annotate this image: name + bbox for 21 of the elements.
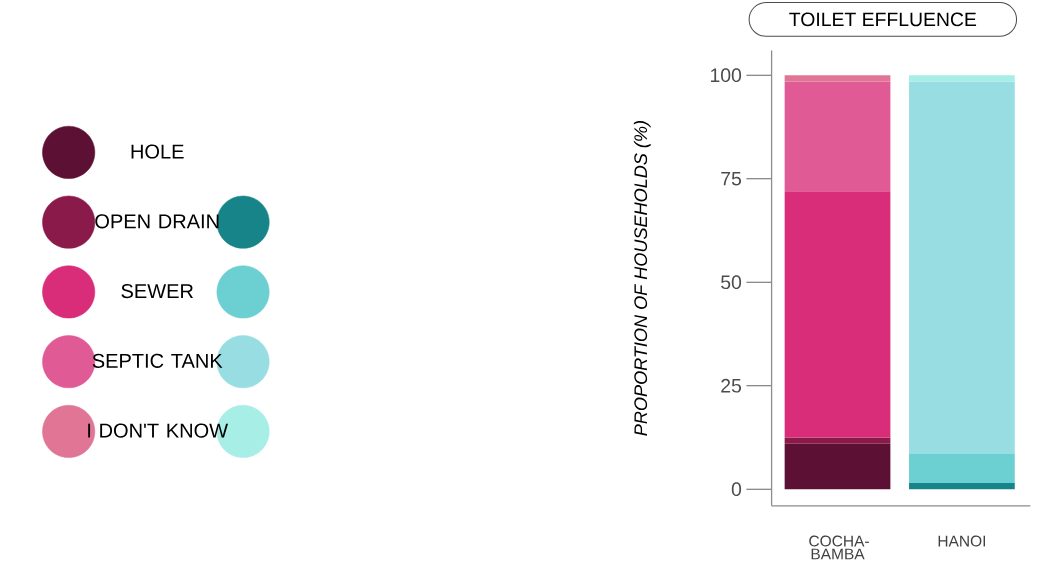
x-tick-label: HANOI xyxy=(938,535,986,547)
bar xyxy=(909,81,1015,455)
bar xyxy=(784,443,891,490)
y-tick-label: 0 xyxy=(731,482,742,497)
y-tick-label: 100 xyxy=(710,68,742,83)
bar xyxy=(784,191,891,438)
y-tick-label: 75 xyxy=(721,172,742,186)
chart-title: TOILET EFFLUENCE xyxy=(789,12,977,27)
bar xyxy=(784,437,891,444)
y-axis-title: PROPORTION OF HOUSEHOLDS (%) xyxy=(633,121,651,436)
legend-label: HOLE xyxy=(131,144,184,159)
y-tick-label: 25 xyxy=(721,379,742,393)
y-tick-label: 50 xyxy=(721,275,742,290)
x-tick-label: COCHA-BAMBA xyxy=(809,535,869,560)
bar xyxy=(909,454,1015,484)
legend-label: I DON'T KNOW xyxy=(88,423,229,438)
bar xyxy=(909,483,1015,490)
bar xyxy=(909,75,1015,82)
bar xyxy=(784,75,891,82)
legend-label: SEWER xyxy=(121,284,194,299)
bar xyxy=(784,81,891,192)
